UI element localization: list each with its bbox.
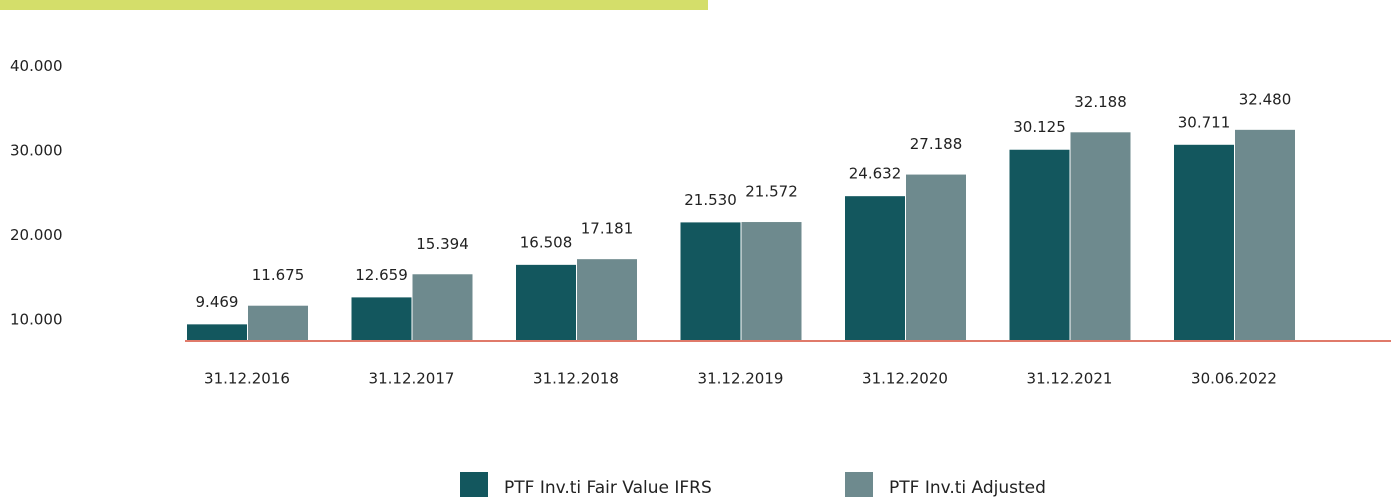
value-label: 30.125 [1013,118,1066,136]
value-label: 24.632 [849,165,902,183]
value-label: 21.572 [745,183,798,201]
value-label: 17.181 [581,220,634,238]
bar [1009,149,1070,341]
x-tick-label: 30.06.2022 [1191,370,1277,388]
value-label: 27.188 [910,135,963,153]
bar [1070,132,1131,341]
x-tick-label: 31.12.2016 [204,370,290,388]
x-tick-label: 31.12.2019 [698,370,784,388]
legend-swatch [460,472,488,497]
y-tick-label: 40.000 [10,57,63,75]
bar [906,174,966,341]
bar [1235,129,1295,341]
y-tick-label: 10.000 [10,310,63,328]
y-tick-label: 20.000 [10,226,63,244]
value-label: 32.480 [1239,90,1292,108]
legend-swatch [845,472,873,497]
legend-label: PTF Inv.ti Fair Value IFRS [504,478,712,497]
x-tick-label: 31.12.2018 [533,370,619,388]
value-label: 12.659 [355,266,408,284]
value-label: 9.469 [196,293,239,311]
bar [187,324,247,341]
value-label: 15.394 [416,235,469,253]
value-label: 16.508 [520,233,573,251]
value-label: 32.188 [1074,93,1127,111]
value-label: 21.530 [684,191,737,209]
value-label: 30.711 [1178,113,1231,131]
bar [845,196,905,341]
bar [1174,144,1234,341]
legend-label: PTF Inv.ti Adjusted [889,478,1046,497]
bar [248,305,308,341]
bar [516,264,576,341]
value-label: 11.675 [252,266,305,284]
bar [680,222,741,341]
header-band [0,0,708,10]
y-tick-label: 30.000 [10,141,63,159]
bar [577,259,637,341]
bar [351,297,412,341]
bar [741,222,802,341]
x-tick-label: 31.12.2020 [862,370,948,388]
x-tick-label: 31.12.2017 [369,370,455,388]
x-tick-label: 31.12.2021 [1027,370,1113,388]
bar [412,274,473,341]
